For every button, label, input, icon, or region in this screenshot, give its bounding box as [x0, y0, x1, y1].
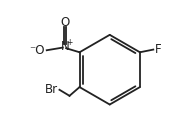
- Text: F: F: [155, 43, 162, 56]
- Text: ⁻O: ⁻O: [29, 44, 45, 57]
- Text: +: +: [66, 38, 72, 47]
- Text: N: N: [61, 40, 70, 53]
- Text: O: O: [61, 16, 70, 29]
- Text: Br: Br: [45, 83, 58, 96]
